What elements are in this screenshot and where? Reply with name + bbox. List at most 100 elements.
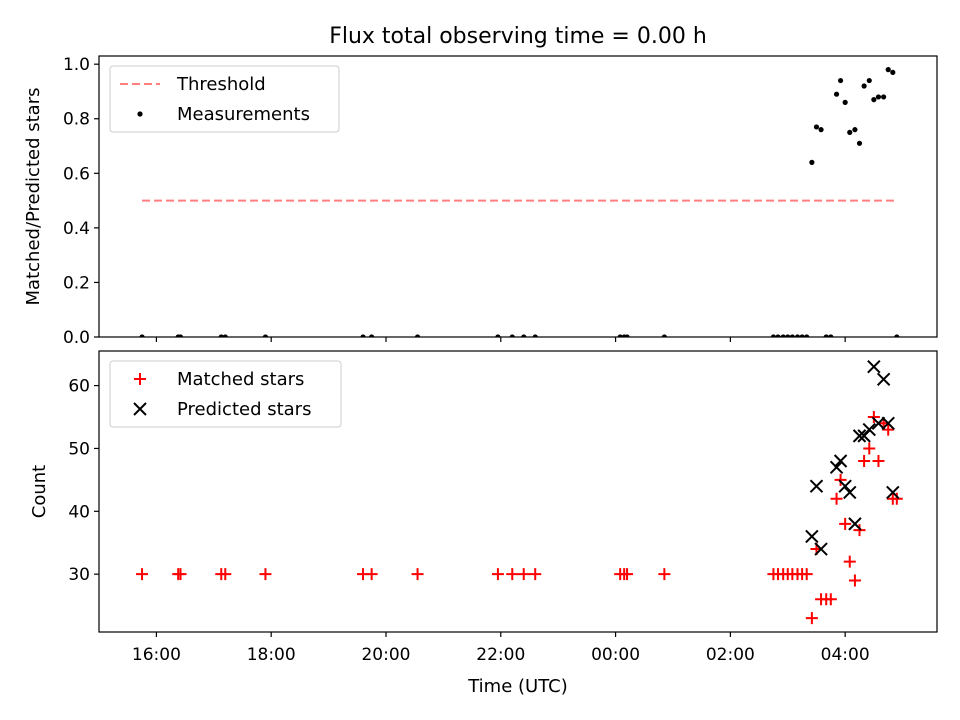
measurement-point [833,91,840,97]
legend-label: Measurements [177,104,310,125]
matched-star-point [491,568,504,581]
measurement-point [871,97,877,103]
measurement-point [828,334,834,337]
predicted-star-point [838,479,852,493]
measurement-point [495,334,501,337]
measurement-point [770,334,777,337]
x-tick-label: 22:00 [476,645,525,665]
measurement-point [809,159,815,165]
legend-dot-marker [137,111,143,117]
y-tick-label: 40 [68,502,90,522]
matched-star-point [136,568,149,581]
measurement-point [139,334,145,337]
axes-frame [98,55,938,338]
matched-star-point [517,568,530,581]
matched-star-point [621,568,634,581]
matched-star-point [824,593,837,606]
predicted-star-point [843,485,857,500]
legend-frame [109,360,342,428]
measurement-point [414,334,421,337]
matched-star-point [853,524,866,537]
legend-plus-marker [134,373,146,385]
matched-star-point [529,568,542,581]
measurement-point [775,334,781,337]
predicted-star-point [829,460,844,475]
measurement-point [780,334,786,337]
predicted-star-point [862,422,876,437]
measurement-point [818,127,824,133]
measurement-point [617,334,623,337]
legend-label: Predicted stars [177,399,311,420]
matched-star-point [858,455,871,468]
predicted-star-point [848,517,862,531]
predicted-star-point [867,360,881,374]
predicted-star-point [809,479,824,493]
predicted-star-point [886,485,900,500]
matched-star-point [365,568,378,581]
matched-star-point [890,492,903,505]
measurement-point [794,334,801,337]
predicted-star-point [852,429,867,443]
measurement-point [881,94,887,100]
measurement-point [624,334,630,337]
y-tick-label: 0.6 [63,164,90,184]
y-tick-label: 30 [68,565,90,585]
matched-star-point [843,555,856,568]
matched-star-point [882,423,895,436]
measurement-point [894,334,900,337]
y-axis-label: Matched/Predicted stars [23,88,44,306]
matched-star-point [658,568,671,581]
measurement-point [885,67,891,73]
legend-x-marker [133,402,147,416]
y-tick-label: 0.8 [63,110,90,130]
predicted-star-point [805,529,819,544]
matched-star-point [411,568,424,581]
matched-star-point [174,568,187,581]
measurement-point [222,334,228,337]
x-tick-label: 02:00 [706,645,755,665]
measurement-point [789,334,795,337]
measurement-point [823,334,829,337]
measurement-point [532,334,538,337]
matched-star-point [863,442,876,455]
y-tick-label: 1.0 [63,55,90,75]
measurement-point [837,77,844,84]
measurement-point [866,77,872,84]
y-axis-label: Count [29,465,50,518]
measurement-point [661,334,667,337]
measurement-point [785,334,791,337]
x-tick-label: 04:00 [821,645,870,665]
x-tick-label: 20:00 [361,645,410,665]
y-tick-label: 60 [68,377,90,397]
legend: Threshold Measurements [109,65,340,133]
x-axis-label: Time (UTC) [467,676,568,697]
bottom-panel: Count 30 40 50 60 Matched stars Predicted star… [29,350,938,665]
x-tick-label: 16:00 [132,645,181,665]
matched-star-point [219,568,232,581]
y-tick-label: 0.4 [63,219,90,239]
measurement-point [861,83,867,89]
predicted-star-point [881,416,895,431]
axes-frame [98,350,938,633]
top-panel: Matched/Predicted stars 0.0 0.2 0.4 0.6 0.8 1.… [23,55,938,348]
measurement-point [890,69,896,75]
x-tick-label: 18:00 [247,645,296,665]
measurement-point [852,127,858,133]
measurement-point [842,99,848,105]
measurement-point [262,334,269,337]
matched-star-point [805,612,818,625]
matched-star-point [800,568,813,581]
y-tick-label: 0.0 [63,328,90,348]
matched-star-point [259,568,272,581]
measurement-point [369,334,375,337]
matched-star-point [834,473,847,486]
measurement-point [799,334,805,337]
predicted-star-point [876,372,891,386]
matched-star-point [867,411,880,424]
predicted-star-point [814,542,828,556]
matched-star-point [830,492,843,505]
matched-star-point [848,574,861,587]
measurement-point [847,129,853,135]
x-tick-label: 00:00 [591,645,640,665]
